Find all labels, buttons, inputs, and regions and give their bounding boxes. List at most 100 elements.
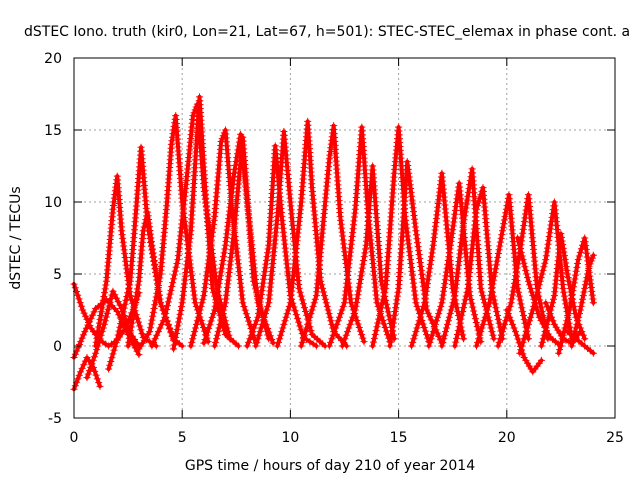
data-point-marker bbox=[360, 253, 368, 261]
data-point-marker bbox=[325, 342, 333, 350]
data-point-marker bbox=[523, 270, 531, 278]
data-point-marker bbox=[350, 310, 358, 318]
data-point-marker bbox=[411, 331, 419, 339]
data-point-marker bbox=[154, 282, 162, 290]
data-point-marker bbox=[216, 276, 224, 284]
data-point-marker bbox=[337, 310, 345, 318]
data-point-marker bbox=[212, 338, 220, 346]
data-point-marker bbox=[582, 245, 590, 253]
data-point-marker bbox=[169, 130, 177, 138]
data-point-marker bbox=[560, 252, 568, 260]
data-point-marker bbox=[102, 313, 110, 321]
data-point-marker bbox=[339, 302, 347, 310]
data-point-marker bbox=[581, 281, 589, 289]
data-point-marker bbox=[537, 304, 545, 312]
data-point-marker bbox=[91, 367, 99, 375]
data-point-marker bbox=[539, 266, 547, 274]
data-point-marker bbox=[254, 335, 262, 343]
data-point-marker bbox=[92, 371, 100, 379]
data-point-marker bbox=[492, 261, 500, 269]
data-point-marker bbox=[150, 261, 158, 269]
data-point-marker bbox=[256, 302, 264, 310]
data-point-marker bbox=[445, 249, 453, 257]
data-point-marker bbox=[418, 270, 426, 278]
data-point-marker bbox=[579, 295, 587, 303]
data-point-marker bbox=[511, 328, 519, 336]
data-point-marker bbox=[448, 233, 456, 241]
data-point-marker bbox=[194, 313, 202, 321]
data-point-marker bbox=[472, 318, 480, 326]
data-point-marker bbox=[377, 304, 385, 312]
data-point-marker bbox=[491, 268, 499, 276]
data-point-marker bbox=[104, 306, 112, 314]
data-point-marker bbox=[477, 284, 485, 292]
data-point-marker bbox=[417, 262, 425, 270]
data-point-marker bbox=[437, 302, 445, 310]
series-16 bbox=[297, 122, 368, 350]
data-point-marker bbox=[412, 231, 420, 239]
data-point-marker bbox=[330, 328, 338, 336]
data-point-marker bbox=[463, 196, 471, 204]
data-point-marker bbox=[439, 291, 447, 299]
data-point-marker bbox=[562, 320, 570, 328]
data-point-marker bbox=[493, 312, 501, 320]
data-point-marker bbox=[543, 302, 551, 310]
data-point-marker bbox=[76, 368, 84, 376]
data-point-marker bbox=[260, 275, 268, 283]
data-point-marker bbox=[146, 324, 154, 332]
series-25 bbox=[473, 191, 532, 350]
data-point-marker bbox=[449, 299, 457, 307]
data-point-marker bbox=[147, 242, 155, 250]
data-point-marker bbox=[573, 320, 581, 328]
data-point-marker bbox=[426, 264, 434, 272]
data-point-marker bbox=[328, 335, 336, 343]
data-point-marker bbox=[125, 334, 133, 342]
data-point-marker bbox=[581, 238, 589, 246]
data-point-marker bbox=[492, 304, 500, 312]
data-point-marker bbox=[77, 337, 85, 345]
data-point-marker bbox=[584, 266, 592, 274]
data-point-marker bbox=[319, 284, 327, 292]
data-point-marker bbox=[338, 342, 346, 350]
data-point-marker bbox=[302, 328, 310, 336]
data-point-marker bbox=[541, 259, 549, 267]
data-point-marker bbox=[192, 320, 200, 328]
data-point-marker bbox=[519, 308, 527, 316]
data-point-marker bbox=[574, 317, 582, 325]
data-point-marker bbox=[283, 310, 291, 318]
data-point-marker bbox=[255, 331, 263, 339]
data-point-marker bbox=[560, 292, 568, 300]
data-point-marker bbox=[582, 277, 590, 285]
data-point-marker bbox=[78, 334, 86, 342]
data-point-marker bbox=[484, 302, 492, 310]
data-point-marker bbox=[439, 338, 447, 346]
data-point-marker bbox=[133, 289, 141, 297]
data-point-marker bbox=[457, 315, 465, 323]
data-point-marker bbox=[135, 345, 143, 353]
data-point-marker bbox=[106, 298, 114, 306]
data-point-marker bbox=[525, 362, 533, 370]
data-point-marker bbox=[172, 333, 180, 341]
data-point-marker bbox=[568, 294, 576, 302]
data-point-marker bbox=[146, 235, 154, 243]
data-point-marker bbox=[529, 292, 537, 300]
data-point-marker bbox=[164, 321, 172, 329]
data-point-marker bbox=[369, 342, 377, 350]
data-point-marker bbox=[326, 313, 334, 321]
data-point-marker bbox=[377, 277, 385, 285]
data-point-marker bbox=[558, 237, 566, 245]
data-point-marker bbox=[409, 338, 417, 346]
data-point-marker bbox=[543, 248, 551, 256]
data-point-marker bbox=[324, 306, 332, 314]
data-point-marker bbox=[145, 227, 153, 235]
data-point-marker bbox=[149, 312, 157, 320]
data-point-marker bbox=[208, 228, 216, 236]
data-point-marker bbox=[217, 317, 225, 325]
data-point-marker bbox=[250, 324, 258, 332]
data-point-marker bbox=[546, 225, 554, 233]
data-point-marker bbox=[423, 331, 431, 339]
data-point-marker bbox=[572, 267, 580, 275]
data-point-marker bbox=[414, 320, 422, 328]
data-point-marker bbox=[498, 328, 506, 336]
data-point-marker bbox=[524, 277, 532, 285]
